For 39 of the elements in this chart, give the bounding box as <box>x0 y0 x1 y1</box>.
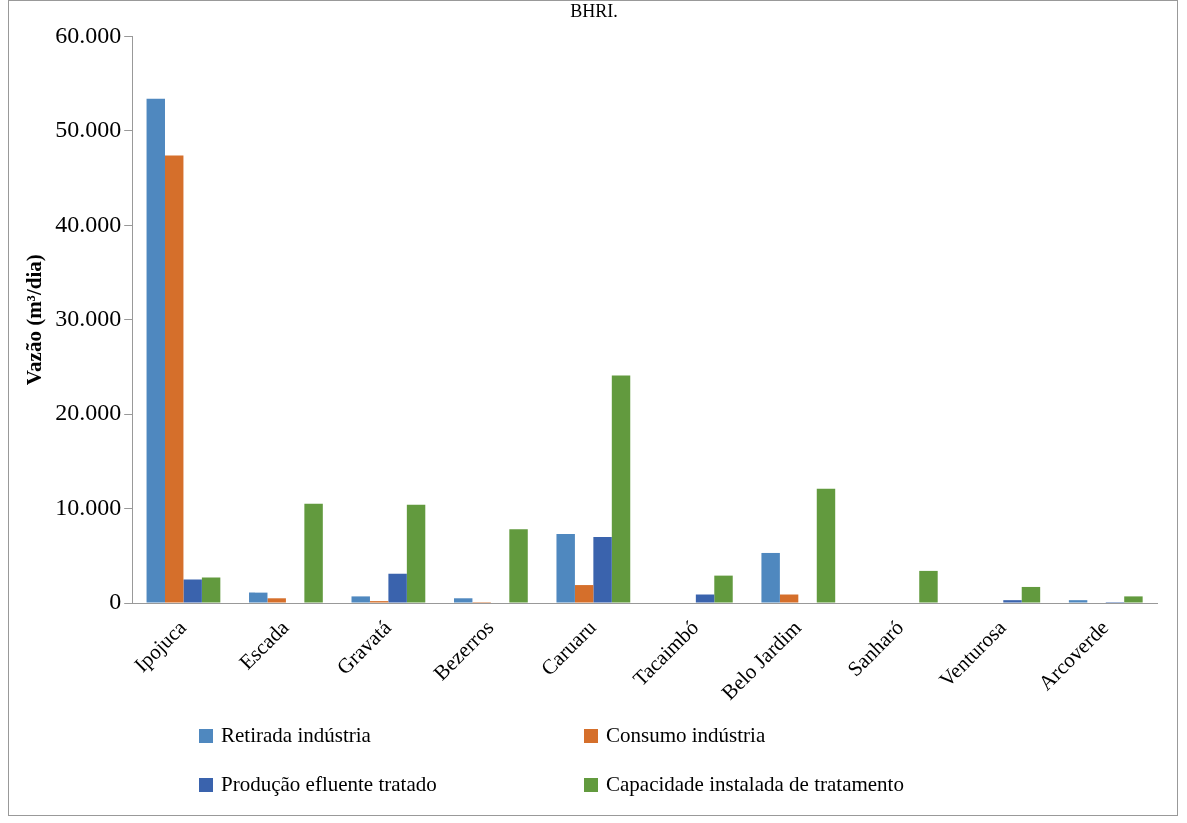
y-tick-label: 60.000 <box>55 21 122 48</box>
bar <box>919 570 938 603</box>
y-tick-label: 10.000 <box>55 493 122 520</box>
bar <box>164 155 184 603</box>
bar <box>1021 586 1041 603</box>
legend-label: Produção efluente tratado <box>221 772 437 797</box>
bar <box>761 552 780 603</box>
legend-label: Consumo indústria <box>606 723 766 748</box>
bar <box>351 596 370 603</box>
bar <box>574 585 594 603</box>
bar <box>1124 596 1143 603</box>
y-tick-label: 50.000 <box>55 116 122 143</box>
bar <box>556 534 575 603</box>
y-tick-label: 0 <box>109 588 122 615</box>
bar <box>146 98 165 603</box>
y-tick-label: 40.000 <box>55 210 122 237</box>
bar <box>1003 600 1022 603</box>
bar <box>509 529 528 603</box>
chart-title: BHRI. <box>569 1 619 21</box>
bar <box>779 594 799 603</box>
bar <box>593 536 612 603</box>
y-axis-title: Vazão (m³/dia) <box>22 254 47 386</box>
bar <box>183 579 202 603</box>
y-tick-label: 20.000 <box>55 399 122 426</box>
bar <box>388 573 407 603</box>
bar <box>453 598 473 603</box>
bar <box>695 594 715 603</box>
bar <box>267 598 286 603</box>
bar <box>406 504 426 603</box>
bar <box>611 375 631 603</box>
bar <box>816 488 836 603</box>
bar <box>249 592 268 603</box>
legend-label: Capacidade instalada de tratamento <box>606 772 904 797</box>
y-tick-label: 30.000 <box>55 305 122 331</box>
bar <box>714 575 733 603</box>
legend-label: Retirada indústria <box>221 723 371 748</box>
bar <box>1068 600 1088 603</box>
bar <box>201 577 221 603</box>
bar <box>304 503 323 603</box>
